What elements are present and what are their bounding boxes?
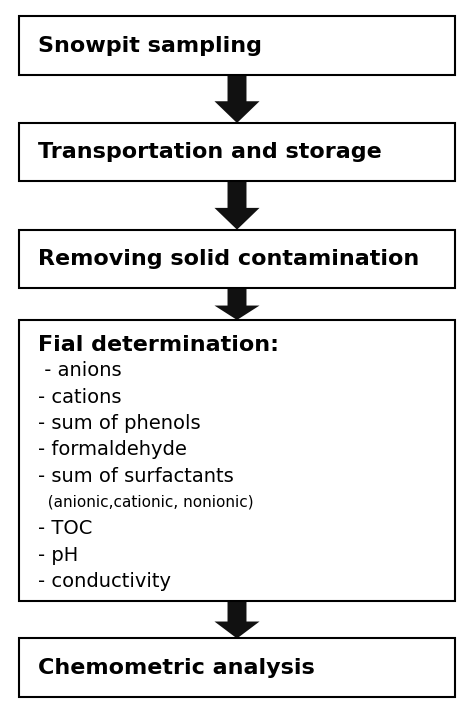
Polygon shape (214, 181, 259, 230)
FancyBboxPatch shape (19, 230, 455, 288)
Text: Fial determination:: Fial determination: (38, 335, 279, 355)
FancyBboxPatch shape (19, 123, 455, 181)
Polygon shape (214, 75, 259, 123)
Text: - sum of phenols: - sum of phenols (38, 414, 201, 433)
Text: Chemometric analysis: Chemometric analysis (38, 658, 315, 678)
Polygon shape (214, 288, 259, 320)
Text: (anionic,cationic, nonionic): (anionic,cationic, nonionic) (38, 495, 254, 510)
Text: - pH: - pH (38, 545, 78, 565)
FancyBboxPatch shape (19, 638, 455, 697)
Text: Transportation and storage: Transportation and storage (38, 142, 382, 162)
Text: - TOC: - TOC (38, 519, 92, 538)
Polygon shape (214, 601, 259, 638)
Text: Snowpit sampling: Snowpit sampling (38, 36, 262, 55)
Text: - sum of surfactants: - sum of surfactants (38, 466, 234, 486)
Text: - anions: - anions (38, 361, 121, 380)
Text: - formaldehyde: - formaldehyde (38, 440, 187, 459)
FancyBboxPatch shape (19, 320, 455, 601)
Text: - conductivity: - conductivity (38, 572, 171, 591)
Text: - cations: - cations (38, 387, 121, 407)
FancyBboxPatch shape (19, 16, 455, 75)
Text: Removing solid contamination: Removing solid contamination (38, 249, 419, 269)
